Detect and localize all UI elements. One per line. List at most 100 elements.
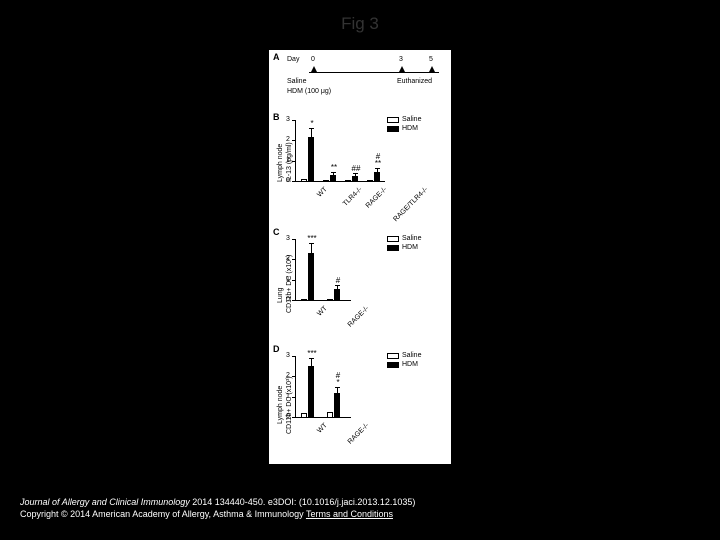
bar-hdm xyxy=(352,176,358,182)
errorbar xyxy=(355,174,356,176)
errorbar xyxy=(337,388,338,393)
c-tick xyxy=(292,259,295,260)
treat-saline: Saline xyxy=(287,78,306,85)
panel-b-legend: Saline HDM xyxy=(387,116,421,132)
legend-swatch-saline xyxy=(387,117,399,123)
significance-marker: # xyxy=(330,277,346,284)
category-label: WT xyxy=(316,186,329,199)
bar-saline xyxy=(301,413,307,418)
terms-link[interactable]: Terms and Conditions xyxy=(306,509,393,519)
errorbar xyxy=(337,286,338,288)
legend-hdm: HDM xyxy=(402,244,418,251)
day-3: 3 xyxy=(399,56,403,63)
c-ticklabel-0: 0 xyxy=(286,296,290,303)
b-tick xyxy=(292,140,295,141)
bar-saline xyxy=(301,179,307,182)
significance-marker: #* xyxy=(330,372,346,386)
panel-c-ylabel: Lung xyxy=(277,287,284,303)
c-tick xyxy=(292,280,295,281)
panel-d: D Lymph node CD11b+ DC (x10³) Saline HDM… xyxy=(269,342,451,462)
panel-c-ylabel2: CD11b+ DC (x10⁴) xyxy=(286,255,293,313)
panel-d-label: D xyxy=(273,344,280,354)
timeline xyxy=(309,72,439,73)
errorbar xyxy=(377,169,378,171)
d-ticklabel-1: 1 xyxy=(286,393,290,400)
arrow-day5 xyxy=(429,66,435,72)
day-5: 5 xyxy=(429,56,433,63)
d-ticklabel-0: 0 xyxy=(286,413,290,420)
d-tick xyxy=(292,417,295,418)
panel-d-ylabel: Lymph node xyxy=(277,386,284,424)
category-label: RAGE/TLR4-/- xyxy=(392,186,429,223)
d-ticklabel-3: 3 xyxy=(286,352,290,359)
citation-caption: Journal of Allergy and Clinical Immunolo… xyxy=(20,496,700,520)
bar-hdm xyxy=(308,137,314,182)
caption-copyright: Copyright © 2014 American Academy of All… xyxy=(20,509,306,519)
significance-marker: ## xyxy=(348,165,364,172)
significance-marker: * xyxy=(304,120,320,127)
caption-rest: 2014 134440-450. e3DOI: (10.1016/j.jaci.… xyxy=(190,497,416,507)
bar-saline xyxy=(327,412,333,418)
b-tick xyxy=(292,181,295,182)
arrow-day0 xyxy=(311,66,317,72)
figure-title: Fig 3 xyxy=(0,14,720,34)
errorcap xyxy=(375,168,380,169)
c-yaxis xyxy=(295,239,296,301)
category-label: WT xyxy=(316,305,329,318)
c-ticklabel-2: 2 xyxy=(286,255,290,262)
errorcap xyxy=(309,358,314,359)
c-ticklabel-3: 3 xyxy=(286,235,290,242)
d-tick xyxy=(292,397,295,398)
bar-hdm xyxy=(334,289,340,301)
errorcap xyxy=(335,387,340,388)
b-ticklabel-0: 0 xyxy=(286,177,290,184)
errorbar xyxy=(311,129,312,136)
c-tick xyxy=(292,300,295,301)
legend-hdm: HDM xyxy=(402,361,418,368)
bar-saline xyxy=(323,180,329,182)
d-tick xyxy=(292,376,295,377)
figure-panel-container: A Day 0 3 5 Saline HDM (100 μg) Euthaniz… xyxy=(269,50,451,464)
panel-c-label: C xyxy=(273,227,280,237)
category-label: RAGE-/- xyxy=(365,186,389,210)
d-yaxis xyxy=(295,356,296,418)
caption-journal: Journal of Allergy and Clinical Immunolo… xyxy=(20,497,190,507)
errorcap xyxy=(335,285,340,286)
significance-marker: *** xyxy=(304,350,320,357)
legend-hdm: HDM xyxy=(402,125,418,132)
legend-swatch-saline xyxy=(387,353,399,359)
errorbar xyxy=(311,244,312,253)
legend-saline: Saline xyxy=(402,116,421,123)
b-ticklabel-3: 3 xyxy=(286,116,290,123)
bar-saline xyxy=(301,299,307,301)
bar-hdm xyxy=(308,366,314,418)
panel-d-chart: 0 1 2 3 ***#* xyxy=(295,356,351,418)
legend-saline: Saline xyxy=(402,235,421,242)
errorcap xyxy=(309,128,314,129)
errorcap xyxy=(309,243,314,244)
panel-b: B Lymph node IL-13 (pg/ml) Saline HDM 0 … xyxy=(269,110,451,220)
bar-saline xyxy=(367,180,373,182)
errorcap xyxy=(353,173,358,174)
errorbar xyxy=(333,173,334,175)
arrow-day3 xyxy=(399,66,405,72)
legend-swatch-hdm xyxy=(387,245,399,251)
legend-saline: Saline xyxy=(402,352,421,359)
bar-saline xyxy=(345,180,351,182)
c-tick xyxy=(292,239,295,240)
day-label: Day xyxy=(287,56,299,63)
errorcap xyxy=(331,172,336,173)
panel-a-label: A xyxy=(273,52,280,62)
panel-b-chart: 0 1 2 3 ***###** xyxy=(295,120,385,182)
treat-hdm: HDM (100 μg) xyxy=(287,88,331,95)
panel-c-chart: 0 1 2 3 ***# xyxy=(295,239,351,301)
bar-hdm xyxy=(330,175,336,182)
legend-swatch-hdm xyxy=(387,126,399,132)
panel-c-legend: Saline HDM xyxy=(387,235,421,251)
bar-hdm xyxy=(308,253,314,301)
panel-c: C Lung CD11b+ DC (x10⁴) Saline HDM 0 1 2… xyxy=(269,225,451,340)
category-label: RAGE-/- xyxy=(347,422,371,446)
legend-swatch-hdm xyxy=(387,362,399,368)
bar-saline xyxy=(327,299,333,301)
endpoint: Euthanized xyxy=(397,78,432,85)
